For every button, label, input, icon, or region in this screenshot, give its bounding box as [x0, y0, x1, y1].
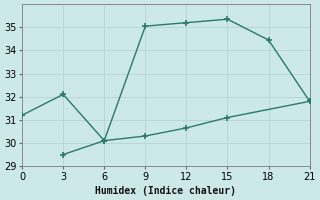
X-axis label: Humidex (Indice chaleur): Humidex (Indice chaleur)	[95, 186, 236, 196]
